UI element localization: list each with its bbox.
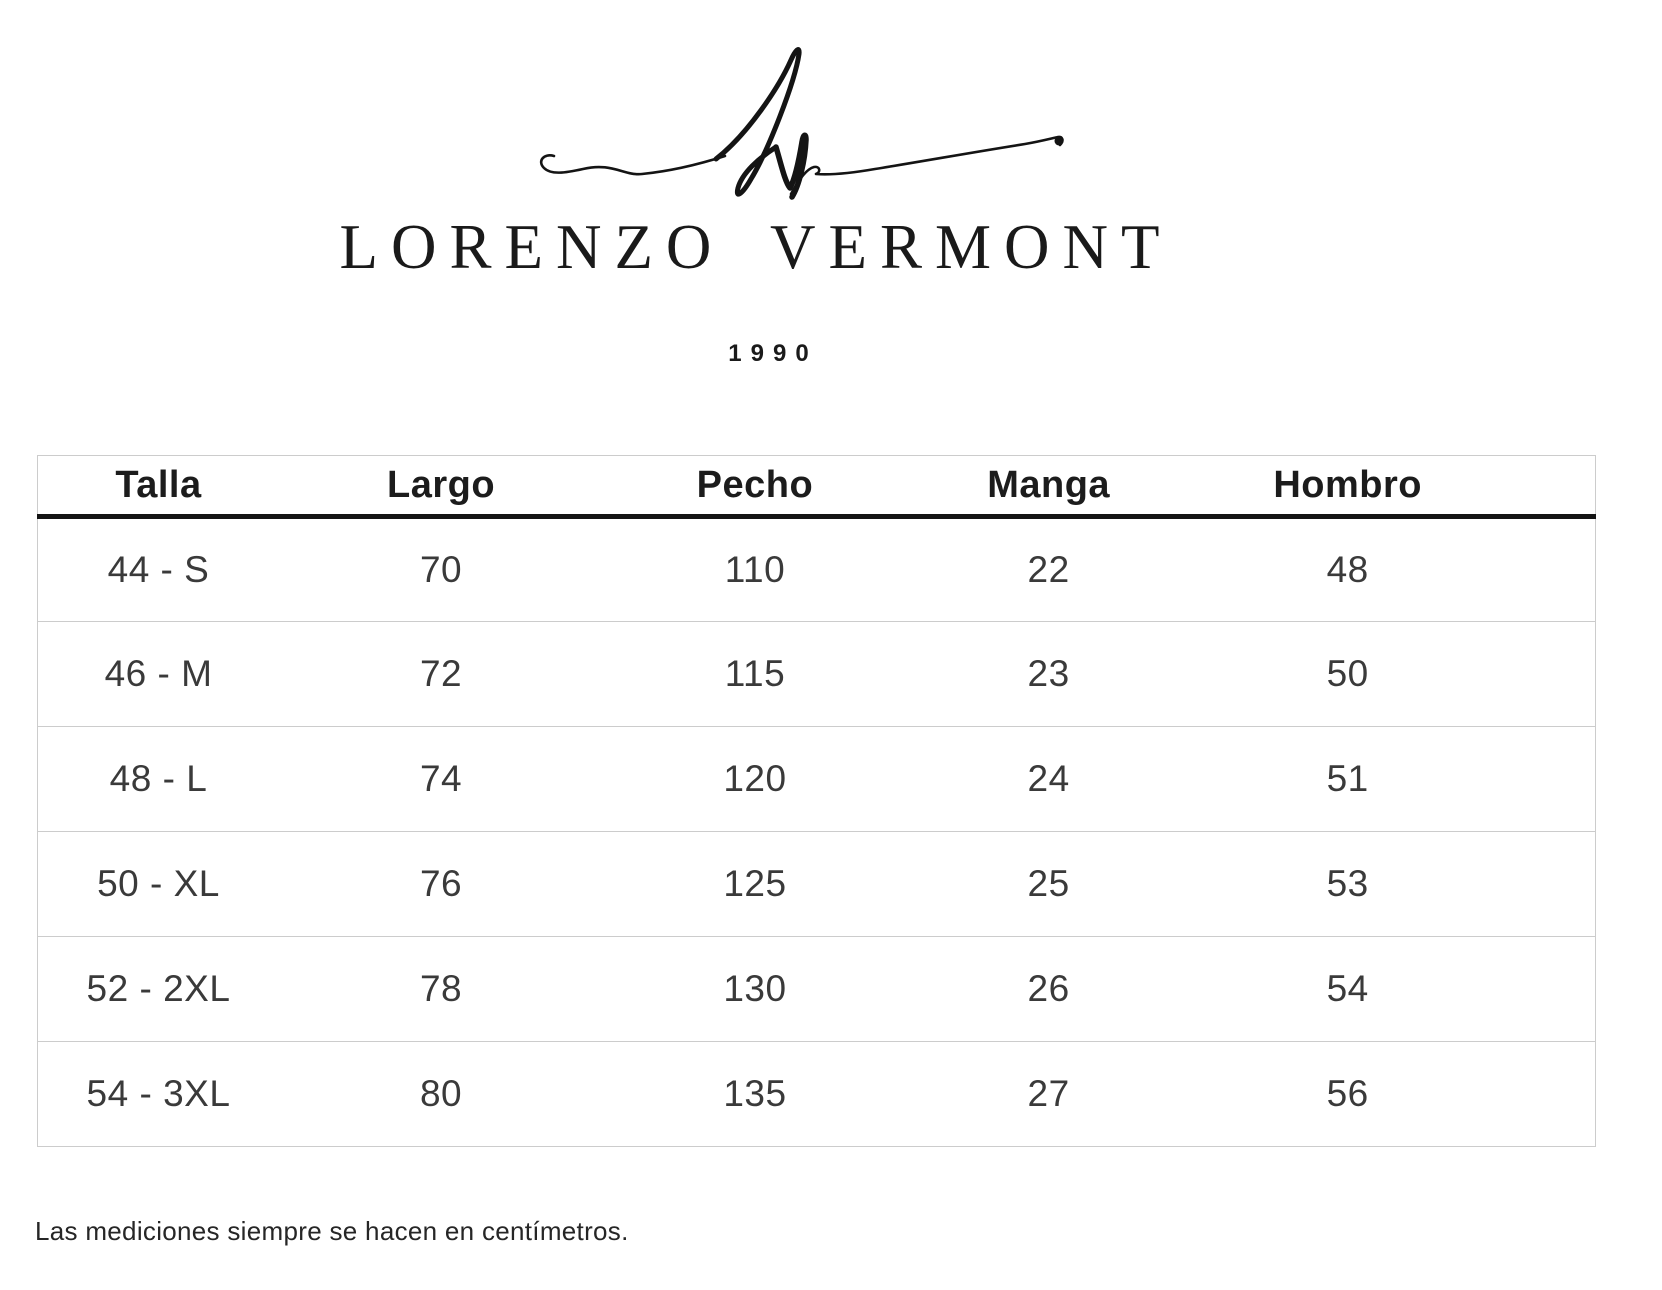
table-row: 50 - XL 76 125 25 53 [37,831,1596,937]
brand-year: 1990 [728,340,818,367]
table-cell: 80 [278,1041,604,1147]
column-header-pecho: Pecho [603,455,907,519]
column-header-manga: Manga [906,455,1191,519]
table-cell: 130 [603,936,907,1042]
table-row: 46 - M 72 115 23 50 [37,621,1596,727]
table-row: 44 - S 70 110 22 48 [38,517,1596,622]
table-cell: 52 - 2XL [37,936,279,1042]
table-cell: 53 [1190,831,1596,937]
table-cell: 23 [906,621,1191,727]
table-cell: 110 [724,549,786,590]
monogram-right-swash [789,135,1064,196]
table-cell: 125 [603,831,907,937]
monogram-letter-v [773,132,809,200]
column-header-largo: Largo [278,455,604,519]
table-cell: 25 [906,831,1191,937]
monogram-left-swash [539,154,727,176]
table-cell: 54 - 3XL [37,1041,279,1147]
monogram-letter-l [713,47,802,197]
table-cell: 51 [1190,726,1596,832]
size-chart-table: Talla Largo Pecho Manga Hombro 44 - S 70 110 22… [37,455,1596,1147]
table-cell: 70 [419,549,463,590]
measurement-note: Las mediciones siempre se hacen en centí… [35,1216,629,1246]
table-cell: 50 [1190,621,1596,727]
table-cell: 48 [1326,549,1369,590]
table-cell: 44 - S [107,549,210,590]
table-cell: 46 - M [37,621,279,727]
brand-name: LORENZO VERMONT [339,212,1173,282]
table-cell: 22 [1027,549,1070,590]
lv-script-monogram-icon [539,47,1064,200]
column-header-talla: Talla [37,455,279,519]
table-cell: 135 [603,1041,907,1147]
table-cell: 115 [603,621,907,727]
monogram-swash-dot [1054,136,1064,146]
table-cell: 120 [603,726,907,832]
size-table-header-row: Talla Largo Pecho Manga Hombro [37,455,1596,519]
table-cell: 24 [906,726,1191,832]
table-row: 54 - 3XL 80 135 27 56 [37,1041,1596,1147]
table-row: 52 - 2XL 78 130 26 54 [37,936,1596,1042]
table-cell: 50 - XL [37,831,279,937]
table-cell: 26 [906,936,1191,1042]
table-cell: 72 [278,621,604,727]
table-cell: 54 [1190,936,1596,1042]
table-cell: 56 [1190,1041,1596,1147]
table-cell: 76 [278,831,604,937]
table-cell: 27 [906,1041,1191,1147]
column-header-hombro: Hombro [1190,455,1596,519]
table-cell: 78 [278,936,604,1042]
table-row: 48 - L 74 120 24 51 [37,726,1596,832]
size-table-body: 44 - S 70 110 22 48 46 - M 72 115 23 50 48 - L 74 12… [37,517,1596,1147]
table-cell: 74 [278,726,604,832]
table-cell: 48 - L [37,726,279,832]
